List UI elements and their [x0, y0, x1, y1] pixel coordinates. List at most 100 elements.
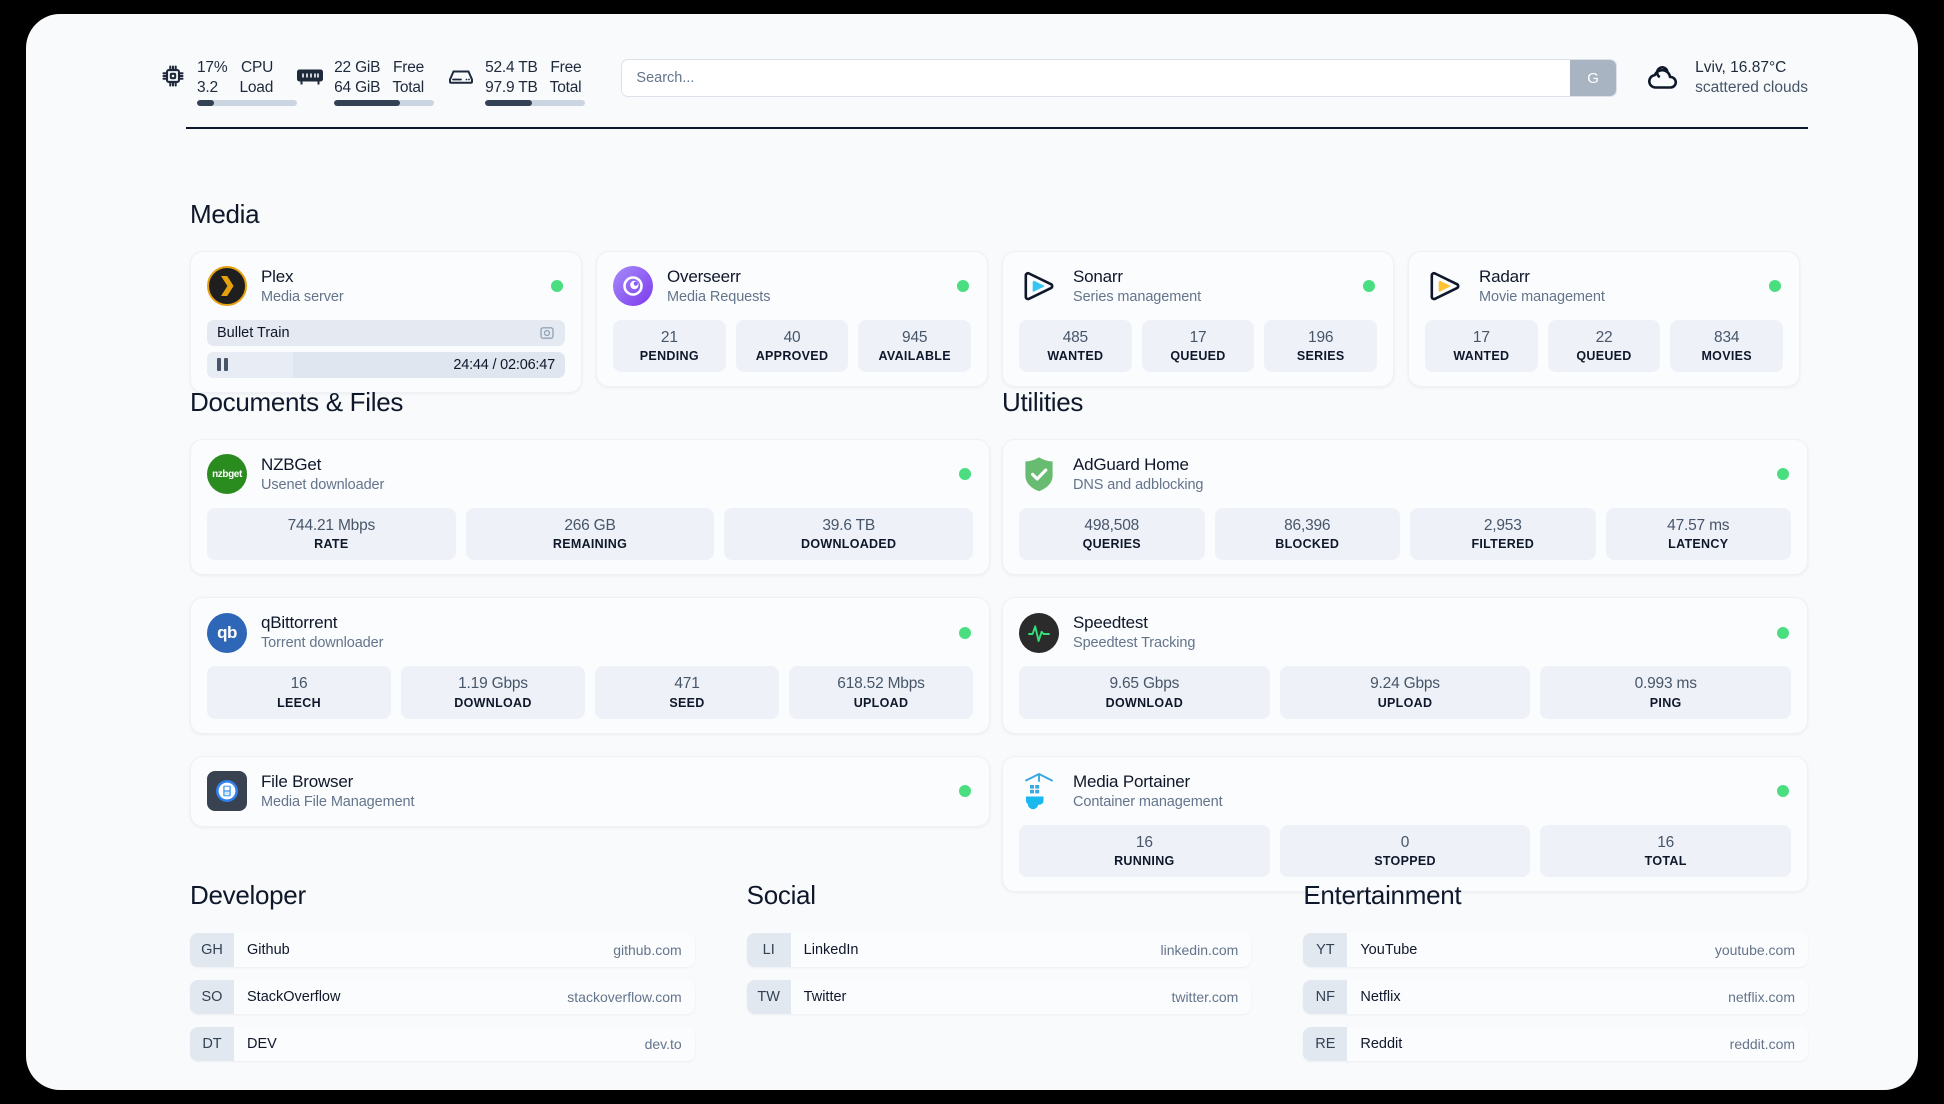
- service-card-adguard[interactable]: AdGuard Home DNS and adblocking 498,508 …: [1002, 439, 1808, 576]
- search-box[interactable]: G: [621, 59, 1618, 97]
- file-browser-card-header: File Browser Media File Management: [207, 771, 973, 812]
- overseerr-stats: 21 PENDING 40 APPROVED 945 AVAILABLE: [613, 319, 972, 373]
- bookmark-badge: YT: [1303, 933, 1348, 967]
- bookmark-item-youtube[interactable]: YT YouTube youtube.com: [1303, 933, 1809, 967]
- utilities-section-title: Utilities: [1002, 387, 1084, 417]
- stat-cell: 16 LEECH: [207, 666, 391, 719]
- cast-icon[interactable]: [539, 325, 555, 341]
- stat-value: 16: [1657, 833, 1675, 851]
- weather-widget[interactable]: Lviv, 16.87°C scattered clouds: [1643, 58, 1808, 99]
- speedtest-card-header: Speedtest Speedtest Tracking: [1019, 612, 1791, 653]
- stat-cell: 471 SEED: [595, 666, 779, 719]
- stat-cell: 266 GB REMAINING: [465, 507, 715, 561]
- bookmark-name: Netflix: [1360, 989, 1401, 1005]
- bookmark-badge: SO: [190, 980, 234, 1014]
- bookmark-badge: LI: [746, 933, 791, 967]
- nzbget-icon: nzbget: [207, 454, 247, 495]
- stat-label: SERIES: [1296, 349, 1345, 364]
- stat-label: LATENCY: [1668, 537, 1729, 552]
- stat-cell: 498,508 QUERIES: [1019, 507, 1205, 561]
- header-divider: [186, 127, 1808, 129]
- bookmark-item-github[interactable]: GH Github github.com: [190, 933, 695, 967]
- service-card-overseerr[interactable]: Overseerr Media Requests 21 PENDING 40 A…: [596, 251, 988, 388]
- disk-label-1: Free: [550, 59, 582, 77]
- stat-value: 266 GB: [564, 516, 616, 534]
- stat-label: WANTED: [1453, 349, 1510, 364]
- service-card-sonarr[interactable]: Sonarr Series management 485 WANTED 17 Q…: [1002, 251, 1394, 388]
- cpu-percent: 17%: [197, 59, 228, 77]
- memory-icon: [295, 61, 325, 91]
- overseerr-icon: [613, 266, 653, 307]
- stat-label: WANTED: [1047, 349, 1104, 364]
- bookmark-item-netflix[interactable]: NF Netflix netflix.com: [1303, 980, 1809, 1014]
- service-card-plex[interactable]: Plex Media server Bullet Train: [190, 251, 582, 393]
- service-card-file-browser[interactable]: File Browser Media File Management: [190, 755, 990, 827]
- bookmark-item-twitter[interactable]: TW Twitter twitter.com: [746, 980, 1252, 1014]
- stat-cell: 0 STOPPED: [1279, 824, 1531, 877]
- media-section-title: Media: [190, 199, 260, 229]
- stat-cell: 22 QUEUED: [1547, 319, 1661, 373]
- memory-total: 64 GiB: [334, 79, 381, 96]
- speedtest-desc: Speedtest Tracking: [1073, 635, 1196, 652]
- stat-cell: 834 MOVIES: [1670, 319, 1784, 373]
- plex-playback-time: 24:44 / 02:06:47: [453, 356, 555, 373]
- stat-cell: 40 APPROVED: [735, 319, 849, 373]
- bookmark-item-dev[interactable]: DT DEV dev.to: [190, 1027, 695, 1061]
- stat-cell: 39.6 TB DOWNLOADED: [724, 507, 974, 561]
- plex-card-header: Plex Media server: [207, 266, 565, 307]
- plex-progress-bar[interactable]: 24:44 / 02:06:47: [207, 351, 565, 378]
- stat-label: UPLOAD: [853, 695, 909, 710]
- overseerr-status-indicator: [957, 280, 969, 293]
- bookmark-url: reddit.com: [1729, 1036, 1796, 1052]
- nzbget-stats: 744.21 Mbps RATE 266 GB REMAINING 39.6 T…: [207, 507, 974, 561]
- disk-icon: [446, 61, 476, 91]
- stat-label: MOVIES: [1701, 349, 1752, 364]
- stat-cell: 1.19 Gbps DOWNLOAD: [401, 666, 585, 719]
- bookmark-name: DEV: [247, 1036, 277, 1052]
- speedtest-name: Speedtest: [1073, 613, 1148, 633]
- stat-value: 485: [1062, 328, 1088, 346]
- bookmark-url: dev.to: [644, 1036, 682, 1052]
- bookmark-item-reddit[interactable]: RE Reddit reddit.com: [1303, 1027, 1809, 1061]
- service-card-qbittorrent[interactable]: qb qBittorrent Torrent downloader 16 LEE…: [190, 597, 990, 734]
- service-card-radarr[interactable]: Radarr Movie management 17 WANTED 22 QUE…: [1408, 251, 1800, 388]
- adguard-status-indicator: [1777, 468, 1789, 481]
- plex-now-playing-title: Bullet Train: [217, 324, 290, 341]
- stat-cell: 17 QUEUED: [1141, 319, 1255, 373]
- portainer-status-indicator: [1777, 785, 1789, 798]
- stat-cell: 945 AVAILABLE: [858, 319, 972, 373]
- bookmark-group-entertainment: Entertainment YT YouTube youtube.com NF …: [1303, 880, 1809, 1074]
- stat-label: AVAILABLE: [878, 349, 951, 364]
- overseerr-name: Overseerr: [667, 267, 741, 286]
- search-engine-button[interactable]: G: [1570, 60, 1617, 96]
- system-stat-cpu: 17% 3.2 CPU Load: [158, 58, 297, 106]
- stat-label: TOTAL: [1644, 853, 1687, 868]
- bookmark-badge: RE: [1303, 1027, 1348, 1061]
- bookmark-item-linkedin[interactable]: LI LinkedIn linkedin.com: [746, 933, 1252, 967]
- bookmark-item-stackoverflow[interactable]: SO StackOverflow stackoverflow.com: [190, 980, 695, 1014]
- stat-cell: 485 WANTED: [1019, 319, 1132, 373]
- stat-label: DOWNLOAD: [1105, 695, 1184, 710]
- pause-icon[interactable]: [217, 358, 228, 372]
- nzbget-card-header: nzbget NZBGet Usenet downloader: [207, 454, 973, 495]
- plex-now-playing-row[interactable]: Bullet Train: [207, 319, 565, 346]
- cpu-icon: [158, 61, 188, 91]
- service-card-speedtest[interactable]: Speedtest Speedtest Tracking 9.65 Gbps D…: [1002, 597, 1808, 734]
- service-card-nzbget[interactable]: nzbget NZBGet Usenet downloader 744.21 M…: [190, 439, 990, 576]
- stat-cell: 196 SERIES: [1264, 319, 1378, 373]
- qbittorrent-name: qBittorrent: [261, 613, 338, 633]
- cloud-icon: [1643, 62, 1683, 94]
- speedtest-status-indicator: [1777, 626, 1789, 639]
- service-card-portainer[interactable]: Media Portainer Container management 16 …: [1002, 755, 1808, 892]
- search-input[interactable]: [622, 60, 1571, 96]
- cpu-label-2: Load: [239, 79, 274, 96]
- bookmark-group-social: Social LI LinkedIn linkedin.com TW Twitt…: [746, 880, 1252, 1074]
- overseerr-card-header: Overseerr Media Requests: [613, 266, 971, 307]
- stat-label: REMAINING: [552, 537, 628, 552]
- bookmark-url: linkedin.com: [1160, 942, 1239, 958]
- stat-label: DOWNLOADED: [801, 537, 897, 552]
- sonarr-name: Sonarr: [1073, 267, 1123, 286]
- portainer-icon: [1019, 771, 1059, 811]
- stat-cell: 618.52 Mbps UPLOAD: [789, 666, 973, 719]
- speedtest-stats: 9.65 Gbps DOWNLOAD 9.24 Gbps UPLOAD 0.99…: [1019, 666, 1792, 719]
